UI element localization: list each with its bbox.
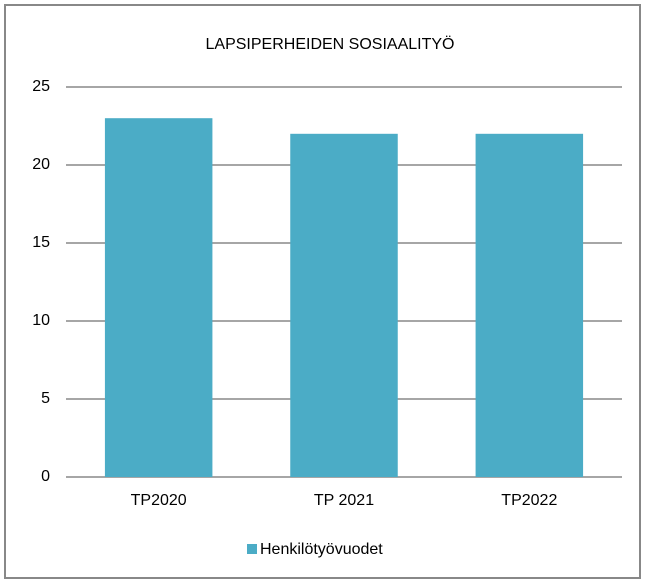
bar bbox=[475, 133, 584, 478]
bar bbox=[290, 133, 398, 478]
x-tick-label: TP2022 bbox=[501, 492, 557, 509]
y-tick-label: 20 bbox=[32, 156, 50, 173]
y-tick-label: 15 bbox=[32, 234, 50, 251]
x-tick-label: TP2020 bbox=[131, 492, 187, 509]
chart-title: LAPSIPERHEIDEN SOSIAALITYÖ bbox=[206, 35, 455, 53]
legend-label: Henkilötyövuodet bbox=[260, 541, 383, 558]
x-tick-label: TP 2021 bbox=[314, 492, 374, 509]
y-tick-label: 5 bbox=[41, 390, 50, 407]
y-tick-label: 10 bbox=[32, 312, 50, 329]
bar bbox=[104, 118, 213, 477]
y-tick-label: 25 bbox=[32, 78, 50, 95]
y-tick-label: 0 bbox=[41, 468, 50, 485]
legend-swatch bbox=[247, 544, 257, 554]
